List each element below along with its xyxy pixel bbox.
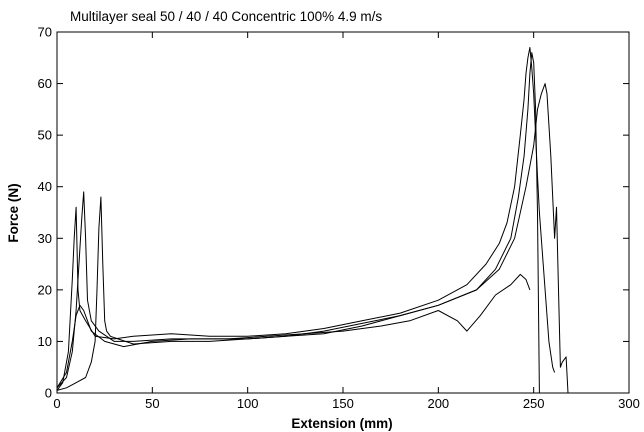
x-tick-label: 200: [427, 396, 449, 411]
x-tick-label: 250: [523, 396, 545, 411]
series-line-2: [56, 52, 540, 394]
series-line-3: [56, 83, 569, 394]
x-tick-label: 150: [332, 396, 354, 411]
y-tick-label: 60: [38, 76, 52, 91]
x-tick-label: 300: [618, 396, 640, 411]
y-tick-label: 10: [38, 334, 52, 349]
y-tick-label: 70: [38, 25, 52, 40]
y-tick-label: 50: [38, 128, 52, 143]
plot-area: 0 50 100 150 200 250 300 0 10 20 30 40 50 60 70: [38, 25, 640, 412]
y-tick-label: 30: [38, 231, 52, 246]
y-tick-label: 20: [38, 282, 52, 297]
chart-title: Multilayer seal 50 / 40 / 40 Concentric …: [70, 9, 382, 24]
y-tick-label: 0: [45, 386, 52, 401]
series-line-1: [56, 47, 556, 391]
x-tick-label: 50: [145, 396, 159, 411]
x-tick-label: 0: [53, 396, 60, 411]
y-axis-label: Force (N): [6, 183, 21, 242]
x-axis-label: Extension (mm): [291, 416, 392, 431]
series-line-4: [56, 273, 531, 389]
y-tick-label: 40: [38, 179, 52, 194]
plot-frame: [56, 31, 630, 394]
x-tick-label: 100: [237, 396, 259, 411]
